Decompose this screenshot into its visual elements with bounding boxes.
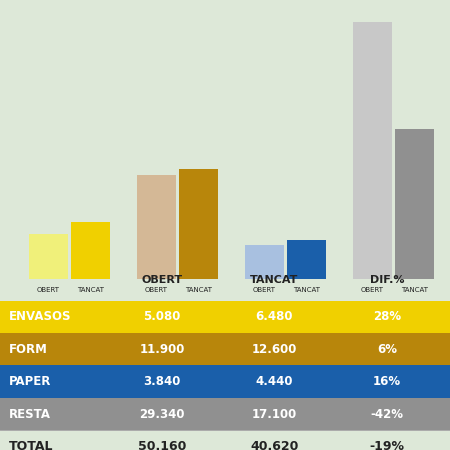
Text: 16%: 16% (373, 375, 401, 388)
Bar (180, 169, 218, 279)
Text: OBERT: OBERT (145, 287, 168, 293)
Text: TANCAT: TANCAT (185, 287, 212, 293)
Text: TANCAT: TANCAT (77, 287, 104, 293)
Text: 40.620: 40.620 (250, 440, 299, 450)
Text: OBERT: OBERT (253, 287, 276, 293)
Text: 6%: 6% (377, 343, 397, 356)
Text: OBERT: OBERT (141, 275, 183, 285)
Text: DIF.%: DIF.% (370, 275, 404, 285)
Text: 4.440: 4.440 (256, 375, 293, 388)
Bar (137, 175, 176, 279)
Text: ENVASOS: ENVASOS (9, 310, 72, 323)
Text: OBERT: OBERT (37, 287, 60, 293)
Bar (0, 398, 450, 430)
Bar (0, 365, 450, 398)
Text: TANCAT: TANCAT (250, 275, 299, 285)
Text: OBERT: OBERT (361, 287, 384, 293)
Text: 5.080: 5.080 (143, 310, 181, 323)
Text: -19%: -19% (369, 440, 405, 450)
Text: -42%: -42% (370, 408, 404, 420)
Bar (0, 301, 450, 333)
Text: 50.160: 50.160 (138, 440, 186, 450)
Bar (353, 22, 392, 279)
Bar (245, 245, 284, 279)
Text: TOTAL: TOTAL (9, 440, 54, 450)
Bar (288, 240, 326, 279)
Bar (0, 333, 450, 365)
Text: RESTA: RESTA (9, 408, 51, 420)
Text: 6.480: 6.480 (256, 310, 293, 323)
Text: TANCAT: TANCAT (401, 287, 428, 293)
Text: PAPER: PAPER (9, 375, 51, 388)
Bar (29, 234, 68, 279)
Text: FORM: FORM (9, 343, 48, 356)
Bar (396, 129, 434, 279)
Text: TANCAT: TANCAT (293, 287, 320, 293)
Bar (72, 222, 110, 279)
Text: 17.100: 17.100 (252, 408, 297, 420)
Text: 12.600: 12.600 (252, 343, 297, 356)
Text: 11.900: 11.900 (140, 343, 184, 356)
Text: 28%: 28% (373, 310, 401, 323)
Text: 3.840: 3.840 (143, 375, 181, 388)
Text: 29.340: 29.340 (139, 408, 185, 420)
